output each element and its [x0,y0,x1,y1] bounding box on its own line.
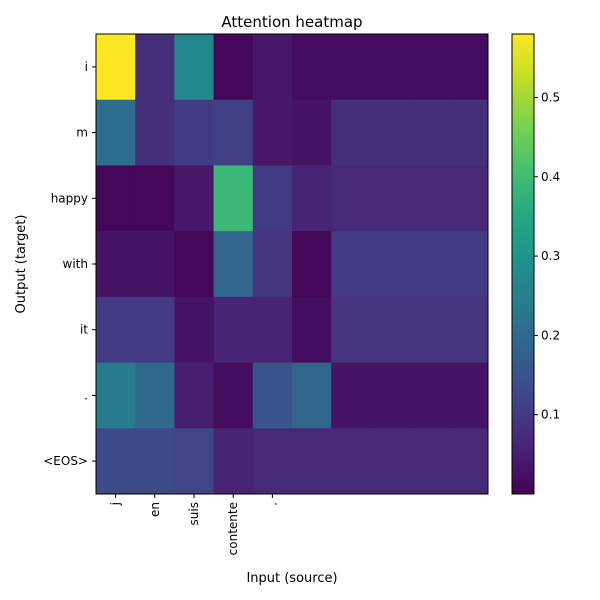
heatmap-cell [213,428,254,495]
heatmap-cell [292,99,332,166]
heatmap-cell [213,362,254,429]
x-tick-label: . [265,502,279,506]
y-tick-label: i [85,60,88,74]
heatmap-cell [331,231,371,298]
heatmap-cell [135,296,175,364]
heatmap-cell [409,34,450,101]
y-tick-label: it [80,323,88,337]
colorbar [511,33,535,495]
heatmap-cell [96,34,136,101]
heatmap-cells [96,34,489,495]
heatmap-cell [252,99,293,166]
heatmap-cell [213,296,254,364]
heatmap-cell [331,34,371,101]
heatmap-cell [448,165,489,232]
x-tick-label: en [148,502,162,517]
heatmap-cell [174,428,215,495]
y-tick-label: m [76,126,88,140]
y-axis-label: Output (target) [14,215,29,314]
heatmap-cell [135,34,175,101]
heatmap-cell [448,34,489,101]
colorbar-tick-label: 0.4 [541,170,560,184]
heatmap-cell [370,362,411,429]
heatmap-cell [409,362,450,429]
heatmap-cell [448,428,489,495]
heatmap-cell [174,296,215,364]
heatmap-cell [409,428,450,495]
heatmap-cell [96,231,136,298]
y-tick-label: <EOS> [43,454,88,468]
heatmap-cell [252,296,293,364]
y-tick-label: . [84,388,88,402]
heatmap-cell [292,428,332,495]
x-tick-label: j [109,502,123,506]
heatmap-cell [213,231,254,298]
heatmap-cell [409,165,450,232]
heatmap-cell [370,428,411,495]
heatmap-cell [135,99,175,166]
heatmap-cell [252,428,293,495]
heatmap-cell [331,99,371,166]
heatmap-cell [135,362,175,429]
heatmap-cell [448,231,489,298]
x-tick-label: contente [226,502,240,555]
heatmap-cell [252,362,293,429]
heatmap-cell [409,99,450,166]
heatmap-cell [135,428,175,495]
heatmap-cell [448,99,489,166]
heatmap-cell [213,34,254,101]
heatmap-cell [213,99,254,166]
heatmap-cell [174,34,215,101]
heatmap-cell [331,362,371,429]
heatmap-cell [370,99,411,166]
heatmap-cell [135,231,175,298]
heatmap-cell [96,165,136,232]
heatmap-cell [213,165,254,232]
heatmap-cell [174,362,215,429]
colorbar-ticks: 0.1 0.2 0.3 0.4 0.5 [534,90,560,422]
heatmap-cell [331,165,371,232]
heatmap-cell [292,296,332,364]
colorbar-tick-label: 0.1 [541,408,560,422]
heatmap-cell [96,362,136,429]
heatmap-cell [174,165,215,232]
heatmap-cell [370,231,411,298]
heatmap-cell [409,296,450,364]
heatmap-cell [409,231,450,298]
heatmap-cell [135,165,175,232]
heatmap-cell [448,296,489,364]
heatmap-cell [174,99,215,166]
heatmap-cell [370,296,411,364]
heatmap-cell [96,99,136,166]
y-tick-label: happy [51,191,88,205]
heatmap-cell [252,165,293,232]
heatmap-cell [370,165,411,232]
heatmap-cell [292,34,332,101]
heatmap-cell [292,165,332,232]
heatmap-cell [96,428,136,495]
colorbar-tick-label: 0.2 [541,328,560,342]
heatmap-cell [292,362,332,429]
y-tick-label: with [63,257,88,271]
colorbar-tick-label: 0.3 [541,249,560,263]
colorbar-tick-label: 0.5 [541,90,560,104]
heatmap-cell [292,231,332,298]
x-axis-label: Input (source) [246,571,337,586]
heatmap-cell [96,296,136,364]
heatmap-cell [174,231,215,298]
y-axis-ticks: i m happy with it. <EOS> [43,60,96,468]
heatmap-cell [252,231,293,298]
chart-title: Attention heatmap [221,13,362,31]
heatmap-cell [370,34,411,101]
heatmap-cell [331,428,371,495]
x-axis-ticks: j en suis contente. [109,494,279,555]
heatmap-cell [448,362,489,429]
heatmap-cell [252,34,293,101]
x-tick-label: suis [187,502,201,525]
heatmap-cell [331,296,371,364]
